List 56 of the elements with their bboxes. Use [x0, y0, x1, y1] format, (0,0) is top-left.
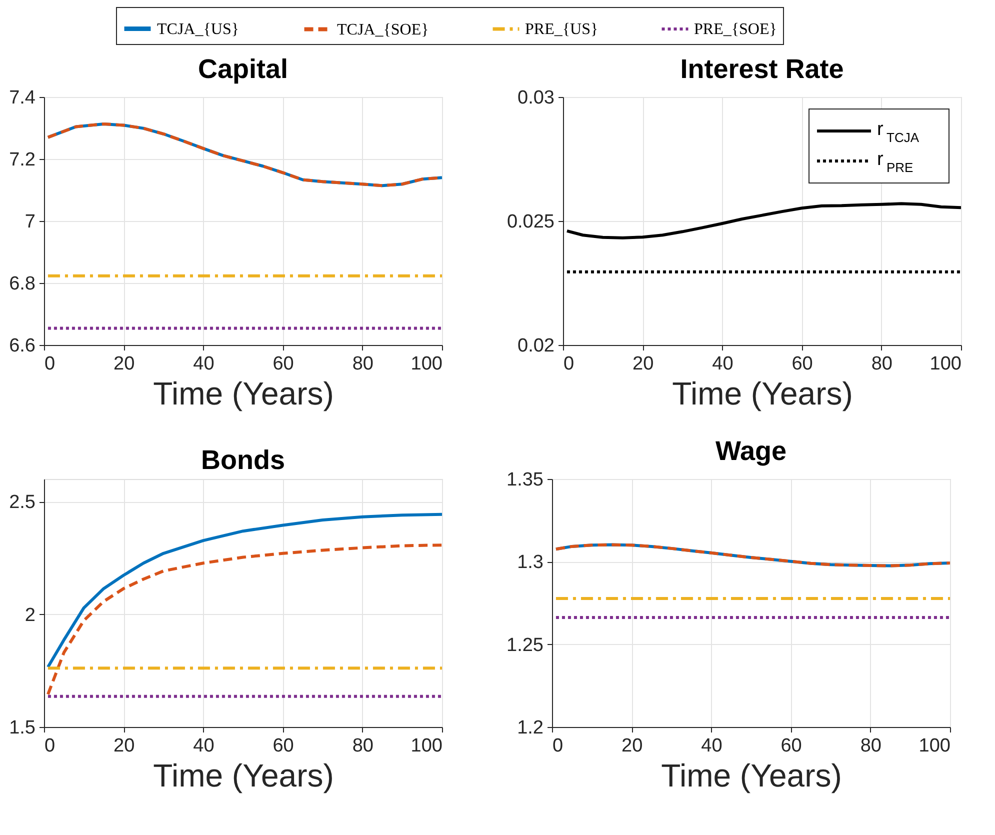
- legend-label: TCJA_{SOE}: [337, 21, 429, 38]
- y-tick-label: 1.25: [506, 634, 544, 656]
- x-tick-label: 80: [860, 736, 882, 756]
- legend-label: PRE_{SOE}: [694, 21, 777, 38]
- x-tick-label: 60: [272, 354, 294, 374]
- y-tick-label: 7.4: [9, 88, 36, 108]
- line-series: [46, 544, 442, 696]
- x-tick-label: 60: [780, 736, 802, 756]
- y-tick-label: 0.025: [506, 212, 554, 232]
- line-series: [554, 543, 950, 568]
- y-tick-label: 1.2: [517, 718, 544, 738]
- x-tick-label: 100: [918, 736, 950, 756]
- x-tick-label: 100: [410, 354, 442, 374]
- x-tick-label: 100: [410, 736, 442, 756]
- x-axis-title: Time (Years): [661, 758, 842, 794]
- x-tick-label: 0: [44, 736, 56, 756]
- y-tick-label: 1.3: [517, 552, 544, 574]
- legend-label: PRE_{US}: [525, 21, 598, 38]
- x-tick-label: 80: [352, 736, 374, 756]
- y-tick-label: 2.5: [9, 492, 36, 514]
- x-tick-label: 80: [871, 354, 892, 374]
- x-tick-label: 40: [712, 354, 734, 374]
- x-tick-label: 0: [564, 354, 574, 374]
- x-tick-label: 40: [193, 354, 214, 374]
- x-tick-label: 40: [193, 736, 214, 756]
- y-tick-label: 7: [24, 212, 36, 232]
- x-tick-label: 20: [622, 736, 643, 756]
- line-series: [46, 122, 442, 188]
- x-axis-title: Time (Years): [153, 758, 334, 794]
- chart-title: Wage: [715, 436, 787, 466]
- legend-label: TCJA_{US}: [157, 20, 240, 38]
- y-tick-label: 0.02: [518, 336, 554, 356]
- y-tick-label: 6.8: [9, 274, 36, 294]
- x-tick-label: 40: [701, 736, 722, 756]
- x-tick-label: 0: [44, 354, 56, 374]
- y-tick-label: 7.2: [9, 150, 36, 170]
- y-tick-label: 2: [24, 604, 36, 626]
- x-tick-label: 20: [632, 354, 654, 374]
- x-tick-label: 20: [114, 736, 135, 756]
- x-axis-title: Time (Years): [672, 376, 853, 412]
- x-tick-label: 0: [552, 736, 564, 756]
- y-tick-label: 0.03: [518, 88, 554, 108]
- line-series: [565, 202, 961, 240]
- x-axis-title: Time (Years): [153, 376, 334, 412]
- line-series: [46, 512, 442, 669]
- x-tick-label: 20: [114, 354, 135, 374]
- x-tick-label: 60: [792, 354, 813, 374]
- chart-title: Bonds: [201, 445, 285, 475]
- y-tick-label: 1.35: [506, 470, 544, 490]
- x-tick-label: 80: [352, 354, 374, 374]
- y-tick-label: 6.6: [9, 336, 36, 356]
- chart-title: Capital: [198, 54, 288, 84]
- x-tick-label: 60: [272, 736, 294, 756]
- x-tick-label: 100: [930, 354, 962, 374]
- chart-title: Interest Rate: [680, 54, 844, 84]
- y-tick-label: 1.5: [9, 718, 36, 738]
